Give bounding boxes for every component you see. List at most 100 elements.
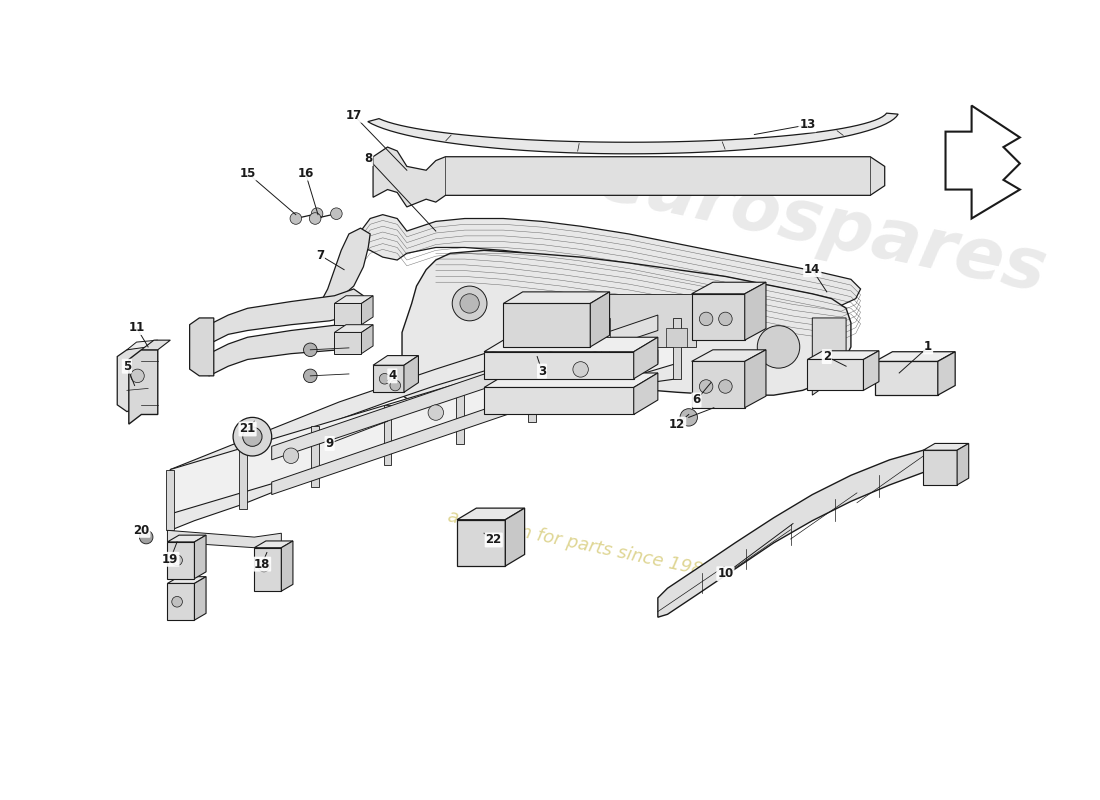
Text: 1: 1	[924, 341, 932, 354]
Polygon shape	[692, 350, 766, 362]
Polygon shape	[938, 352, 955, 395]
Polygon shape	[167, 530, 282, 548]
Polygon shape	[561, 294, 696, 347]
Text: 8: 8	[364, 152, 373, 165]
Polygon shape	[170, 363, 678, 530]
Polygon shape	[254, 541, 293, 548]
Polygon shape	[807, 359, 864, 390]
Polygon shape	[692, 282, 766, 294]
Polygon shape	[129, 350, 157, 424]
Text: 14: 14	[804, 263, 821, 276]
Polygon shape	[923, 443, 969, 450]
Text: 4: 4	[388, 370, 396, 382]
Polygon shape	[170, 318, 678, 514]
Text: 19: 19	[162, 553, 178, 566]
Polygon shape	[320, 228, 371, 315]
Polygon shape	[362, 325, 373, 354]
Circle shape	[573, 362, 588, 377]
Polygon shape	[195, 577, 206, 620]
Polygon shape	[167, 583, 195, 620]
Polygon shape	[254, 548, 282, 591]
Text: 13: 13	[800, 118, 815, 131]
Polygon shape	[588, 318, 609, 338]
Polygon shape	[166, 470, 174, 530]
Polygon shape	[673, 318, 681, 378]
Circle shape	[309, 213, 321, 224]
Polygon shape	[456, 383, 464, 444]
Circle shape	[718, 312, 733, 326]
Text: 11: 11	[129, 321, 145, 334]
Polygon shape	[272, 315, 658, 460]
Polygon shape	[334, 325, 373, 333]
Polygon shape	[484, 338, 658, 352]
Circle shape	[390, 380, 400, 391]
Polygon shape	[456, 508, 525, 520]
Polygon shape	[334, 333, 362, 354]
Circle shape	[757, 326, 800, 368]
Circle shape	[304, 343, 317, 357]
Polygon shape	[334, 303, 362, 325]
Polygon shape	[745, 282, 766, 340]
Circle shape	[172, 555, 183, 566]
Text: 16: 16	[297, 166, 313, 180]
Text: 22: 22	[485, 534, 502, 546]
Text: 7: 7	[316, 249, 324, 262]
Polygon shape	[484, 387, 634, 414]
Circle shape	[284, 448, 299, 463]
Polygon shape	[591, 292, 609, 347]
Polygon shape	[946, 106, 1020, 218]
Polygon shape	[362, 296, 373, 325]
Polygon shape	[692, 362, 745, 408]
Polygon shape	[167, 542, 195, 578]
Polygon shape	[876, 362, 938, 395]
Circle shape	[428, 405, 443, 420]
Polygon shape	[812, 318, 846, 395]
Polygon shape	[142, 340, 170, 350]
Circle shape	[258, 560, 270, 572]
Circle shape	[700, 380, 713, 394]
Text: 18: 18	[254, 558, 271, 570]
Polygon shape	[484, 373, 658, 387]
Polygon shape	[864, 350, 879, 390]
Circle shape	[172, 597, 183, 607]
Text: 3: 3	[538, 365, 546, 378]
Text: 20: 20	[133, 524, 150, 537]
Polygon shape	[520, 313, 542, 333]
Polygon shape	[484, 352, 634, 378]
Polygon shape	[373, 147, 884, 207]
Polygon shape	[504, 292, 609, 303]
Circle shape	[131, 369, 144, 382]
Polygon shape	[167, 577, 206, 583]
Polygon shape	[118, 347, 148, 411]
Polygon shape	[367, 113, 899, 154]
Text: 2: 2	[823, 350, 830, 363]
Polygon shape	[189, 318, 213, 376]
Text: 12: 12	[669, 418, 685, 430]
Circle shape	[700, 312, 713, 326]
Polygon shape	[666, 327, 686, 347]
Text: 5: 5	[123, 360, 131, 373]
Text: 9: 9	[326, 437, 333, 450]
Polygon shape	[373, 355, 418, 366]
Polygon shape	[311, 426, 319, 487]
Polygon shape	[404, 355, 418, 392]
Polygon shape	[334, 296, 373, 303]
Circle shape	[304, 369, 317, 382]
Circle shape	[680, 409, 697, 426]
Polygon shape	[634, 373, 658, 414]
Polygon shape	[384, 405, 392, 466]
Circle shape	[718, 380, 733, 394]
Circle shape	[311, 208, 323, 219]
Polygon shape	[504, 303, 591, 347]
Polygon shape	[876, 352, 955, 362]
Polygon shape	[957, 443, 969, 485]
Polygon shape	[199, 321, 363, 376]
Circle shape	[379, 374, 390, 384]
Text: 17: 17	[345, 109, 362, 122]
Circle shape	[331, 208, 342, 219]
Polygon shape	[745, 350, 766, 408]
Text: 6: 6	[692, 394, 701, 406]
Polygon shape	[658, 450, 933, 618]
Circle shape	[460, 294, 480, 313]
Text: 21: 21	[240, 422, 255, 435]
